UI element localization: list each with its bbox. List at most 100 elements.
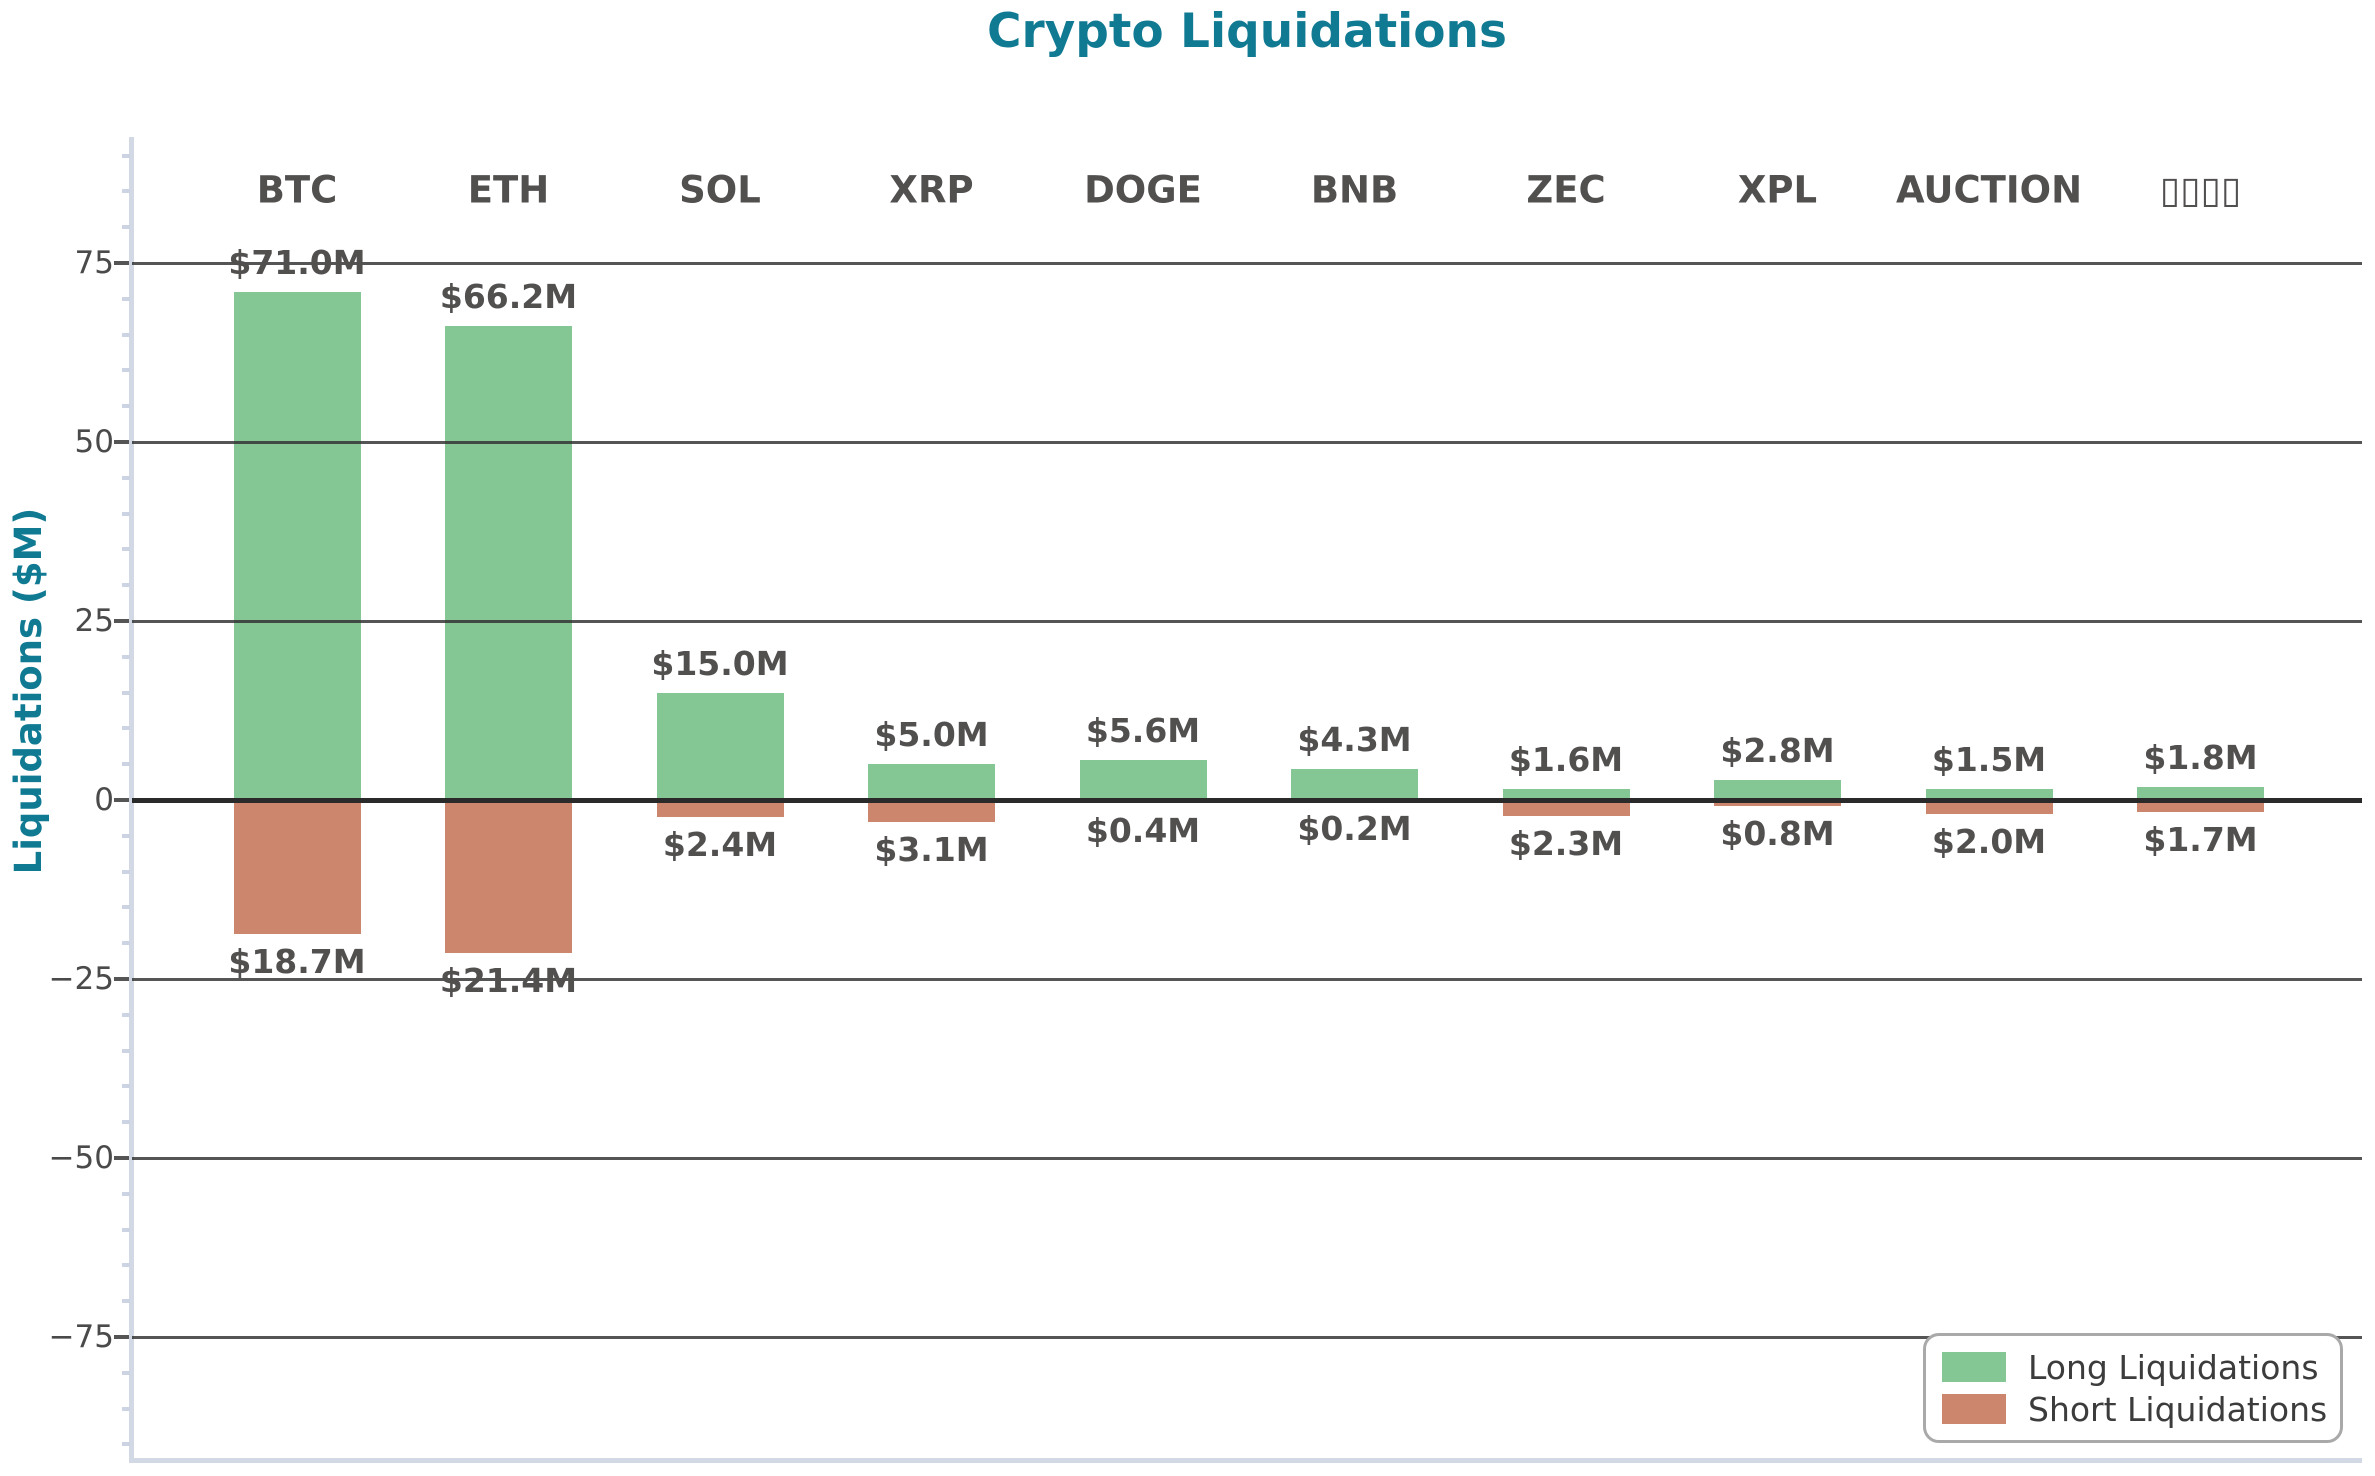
legend-label-long: Long Liquidations (2028, 1347, 2319, 1387)
y-axis-minor-tick (122, 1406, 130, 1411)
gridline (132, 1156, 2362, 1160)
y-axis-minor-tick (122, 941, 130, 946)
long-value-label-0: $71.0M (228, 242, 366, 282)
bar-short-9 (2137, 800, 2264, 813)
gridline (132, 977, 2362, 981)
y-axis-minor-tick (122, 905, 130, 910)
bar-long-1 (445, 326, 572, 800)
short-value-label-8: $2.0M (1931, 822, 2047, 862)
short-value-label-0: $18.7M (228, 941, 366, 981)
bar-long-4 (1079, 759, 1207, 800)
long-value-label-4: $5.6M (1085, 710, 1201, 750)
y-axis-minor-tick (122, 1263, 130, 1268)
bar-short-2 (656, 800, 784, 818)
y-axis-minor-tick (122, 1191, 130, 1196)
category-label-: ▯▯▯▯ (2159, 168, 2242, 212)
long-value-label-3: $5.0M (874, 715, 989, 755)
short-value-label-7: $0.8M (1720, 813, 1835, 853)
bar-long-8 (1925, 789, 2053, 800)
gridline (132, 1335, 2362, 1339)
bar-long-7 (1714, 779, 1841, 800)
y-axis-label: Liquidations ($M) (7, 507, 50, 875)
y-axis-tick (114, 1156, 129, 1160)
y-axis-minor-tick (122, 153, 130, 158)
long-value-label-9: $1.8M (2143, 738, 2258, 778)
y-axis-minor-tick (122, 1048, 130, 1053)
bar-short-7 (1714, 800, 1841, 806)
y-axis-minor-tick (122, 547, 130, 552)
legend-swatch-short (1942, 1394, 2006, 1424)
bar-long-0 (233, 291, 361, 800)
y-axis-minor-tick (122, 1370, 130, 1375)
y-axis-minor-tick (122, 225, 130, 230)
category-label-sol: SOL (679, 168, 761, 212)
y-axis-tick-label: 25 (74, 603, 114, 639)
category-label-bnb: BNB (1310, 168, 1399, 212)
bar-short-0 (233, 800, 361, 934)
y-axis-minor-tick (122, 332, 130, 337)
short-value-label-3: $3.1M (874, 830, 989, 870)
y-axis-tick (114, 619, 129, 623)
legend-entry-long: Long Liquidations (1942, 1348, 2324, 1387)
y-axis-tick (114, 977, 129, 981)
bar-long-5 (1291, 769, 1418, 800)
gridline (132, 440, 2362, 444)
bar-short-1 (445, 800, 572, 954)
short-value-label-9: $1.7M (2143, 820, 2258, 860)
y-axis-minor-tick (122, 726, 130, 731)
category-label-btc: BTC (256, 168, 338, 212)
bar-long-2 (656, 692, 784, 800)
y-axis-minor-tick (122, 1299, 130, 1304)
y-axis-tick-label: 0 (94, 782, 114, 818)
category-label-doge: DOGE (1084, 168, 1202, 212)
bar-short-8 (1925, 800, 2053, 815)
bar-long-9 (2137, 787, 2264, 800)
y-axis-minor-tick (122, 368, 130, 373)
y-axis-tick-label: −25 (48, 961, 114, 997)
y-axis-minor-tick (122, 1442, 130, 1447)
bar-long-3 (868, 764, 995, 800)
bar-short-6 (1502, 800, 1630, 817)
y-axis-spine (129, 137, 134, 1463)
y-axis-tick (114, 261, 129, 265)
y-axis-minor-tick (122, 296, 130, 301)
y-axis-tick-label: 75 (74, 245, 114, 281)
y-axis-tick (114, 440, 129, 444)
short-value-label-2: $2.4M (662, 825, 778, 865)
category-label-xpl: XPL (1737, 168, 1818, 212)
chart-title: Crypto Liquidations (986, 4, 1507, 59)
y-axis-tick-label: 50 (74, 424, 114, 460)
short-value-label-6: $2.3M (1508, 824, 1624, 864)
legend-entry-short: Short Liquidations (1942, 1389, 2328, 1429)
y-axis-tick-label: −75 (48, 1319, 114, 1355)
y-axis-minor-tick (122, 1227, 130, 1232)
legend-label-short: Short Liquidations (2028, 1389, 2328, 1429)
legend-swatch-long (1942, 1352, 2006, 1382)
y-axis-minor-tick (122, 583, 130, 588)
gridline (132, 619, 2362, 623)
y-axis-minor-tick (122, 690, 130, 695)
y-axis-minor-tick (122, 404, 130, 409)
bar-short-3 (868, 800, 995, 823)
y-axis-tick (114, 1335, 129, 1339)
bar-long-6 (1502, 788, 1630, 800)
y-axis-minor-tick (122, 189, 130, 194)
gridline (132, 261, 2362, 265)
y-axis-minor-tick (122, 475, 130, 480)
short-value-label-4: $0.4M (1085, 810, 1201, 850)
short-value-label-1: $21.4M (439, 961, 578, 1001)
long-value-label-1: $66.2M (439, 277, 578, 316)
long-value-label-2: $15.0M (651, 643, 789, 683)
y-axis-minor-tick (122, 869, 130, 874)
y-axis-minor-tick (122, 1012, 130, 1017)
long-value-label-5: $4.3M (1297, 720, 1412, 760)
y-axis-minor-tick (122, 762, 130, 767)
y-axis-minor-tick (122, 1084, 130, 1089)
category-label-auction: AUCTION (1895, 168, 2083, 212)
long-value-label-8: $1.5M (1931, 740, 2047, 780)
x-axis-spine (129, 1458, 2362, 1463)
y-axis-minor-tick (122, 1120, 130, 1125)
y-axis-tick (114, 798, 129, 802)
category-label-zec: ZEC (1526, 168, 1606, 212)
